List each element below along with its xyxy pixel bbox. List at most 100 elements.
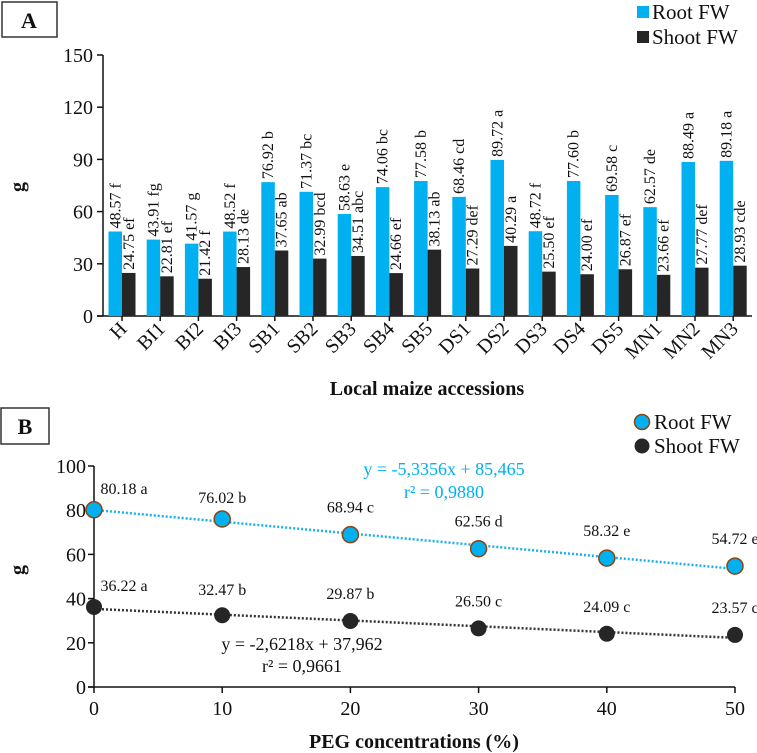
shoot-fw-point — [214, 607, 231, 624]
y-tick-label: 100 — [56, 456, 86, 478]
shoot-fw-data-label: 32.99 bcd — [312, 192, 329, 255]
shoot-fw-data-label: 34.51 abc — [350, 191, 367, 253]
panel-a-label: A — [21, 8, 37, 33]
shoot-fw-bar — [198, 278, 212, 316]
y-tick-label: 80 — [66, 500, 86, 522]
shoot-fw-point — [86, 598, 102, 615]
shoot-fw-data-label: 26.87 ef — [617, 213, 634, 266]
shoot-fw-bar — [274, 250, 289, 316]
panel-b-y-axis-title: g — [7, 565, 29, 575]
shoot-fw-bar — [695, 267, 709, 316]
panel-b-axes: 0 20 40 60 80 100 0 10 20 30 40 50 — [56, 456, 745, 720]
root-fw-point — [598, 549, 616, 567]
root-fw-bar — [528, 231, 543, 316]
y-tick-label: 120 — [63, 97, 93, 119]
root-fw-bar — [337, 213, 352, 316]
root-fw-data-label: 76.92 b — [260, 131, 277, 179]
legend-shoot-label: Shoot FW — [652, 25, 738, 49]
root-fw-data-label: 54.72 e — [711, 531, 757, 548]
root-fw-data-label: 89.18 a — [718, 111, 735, 158]
root-fw-data-label: 74.06 bc — [375, 129, 392, 184]
root-fw-point — [341, 525, 360, 544]
root-fw-data-label: 80.18 a — [100, 481, 147, 498]
shoot-fw-bar — [733, 265, 747, 316]
y-tick-label: 40 — [66, 589, 86, 611]
root-fw-bar — [681, 162, 695, 316]
shoot-fw-data-label: 29.87 b — [326, 586, 374, 603]
x-tick-label: 0 — [89, 698, 99, 720]
shoot-fw-data-label: 28.13 de — [235, 209, 252, 264]
root-fw-data-label: 41.57 g — [184, 193, 201, 241]
panel-a-legend: Root FW Shoot FW — [637, 0, 738, 49]
shoot-fw-data-label: 40.29 a — [503, 196, 520, 243]
shoot-fw-data-label: 23.66 ef — [656, 219, 673, 272]
x-tick-label: SB1 — [244, 318, 284, 358]
x-tick-label: 50 — [725, 698, 745, 720]
shoot-fw-trendline — [93, 607, 736, 640]
root-fw-point — [213, 510, 231, 528]
y-tick-label: 30 — [73, 254, 93, 276]
x-tick-label: SB3 — [321, 318, 361, 358]
root-fw-bar — [223, 231, 237, 316]
root-fw-data-label: 77.58 b — [413, 130, 430, 178]
shoot-fw-data-label: 32.47 b — [198, 582, 246, 599]
shoot-fw-data-label: 24.66 ef — [388, 217, 405, 270]
root-fw-bar — [261, 182, 275, 316]
root-fw-bar — [566, 180, 581, 316]
root-fw-bar — [184, 243, 199, 316]
y-tick-label: 0 — [83, 306, 93, 328]
root-fw-data-label: 89.72 a — [489, 110, 506, 157]
legend-shoot-label: Shoot FW — [654, 434, 740, 458]
y-tick-label: 20 — [66, 633, 86, 655]
shoot-fw-point — [470, 620, 487, 637]
root-fw-data-label: 69.58 c — [604, 145, 621, 192]
shoot-fw-data-label: 23.57 c — [711, 600, 757, 617]
panel-a-y-axis-title: g — [7, 182, 29, 192]
x-tick-label: MN2 — [659, 318, 704, 363]
shoot-fw-point — [727, 626, 743, 643]
shoot-trend-r2: r² = 0,9661 — [262, 656, 342, 676]
shoot-fw-bar — [465, 268, 480, 316]
root-fw-bar — [375, 187, 390, 316]
shoot-fw-bar — [542, 271, 556, 316]
root-fw-bar — [490, 159, 504, 316]
shoot-fw-data-label: 24.00 ef — [579, 218, 596, 271]
shoot-fw-data-label: 22.81 ef — [159, 220, 176, 273]
x-tick-label: 10 — [212, 698, 232, 720]
y-tick-label: 60 — [73, 202, 93, 224]
shoot-fw-data-label: 27.77 def — [694, 204, 711, 265]
shoot-fw-bar — [122, 272, 136, 316]
shoot-fw-bar — [618, 269, 633, 316]
shoot-fw-data-label: 38.13 ab — [426, 192, 443, 247]
panel-a-label-box — [1, 1, 58, 38]
shoot-fw-bar — [389, 273, 403, 316]
x-tick-label: 20 — [340, 698, 360, 720]
legend-shoot-swatch — [637, 31, 649, 43]
x-tick-label: BI2 — [171, 318, 208, 355]
panel-b-label-box — [0, 407, 50, 445]
root-fw-data-label: 76.02 b — [198, 490, 246, 507]
shoot-fw-data-label: 37.65 ab — [274, 192, 291, 247]
root-fw-point — [85, 501, 103, 519]
shoot-fw-data-label: 28.93 cde — [732, 200, 749, 262]
root-fw-bar — [605, 194, 619, 316]
x-tick-label: 30 — [469, 698, 489, 720]
x-tick-label: DS1 — [435, 318, 476, 359]
shoot-fw-data-label: 25.50 ef — [541, 216, 558, 269]
shoot-fw-data-label: 36.22 a — [100, 578, 147, 595]
panel-b-marks: 80.18 a 76.02 b 68.94 c 62.56 d 58.32 e 54.72… — [85, 481, 757, 643]
root-fw-bar — [299, 191, 313, 316]
panel-b-label: B — [18, 414, 33, 439]
legend-root-label: Root FW — [654, 410, 732, 434]
panel-b-x-axis-title: PEG concentrations (%) — [309, 731, 519, 753]
root-fw-data-label: 58.63 e — [336, 164, 353, 211]
root-fw-trendline — [93, 508, 736, 571]
x-tick-label: SB2 — [283, 318, 323, 358]
shoot-fw-point — [598, 625, 615, 642]
x-tick-label: BI3 — [209, 318, 246, 355]
x-tick-label: DS4 — [549, 318, 590, 359]
y-tick-label: 90 — [73, 149, 93, 171]
y-tick-label: 0 — [76, 677, 86, 699]
root-fw-bar — [643, 207, 657, 316]
